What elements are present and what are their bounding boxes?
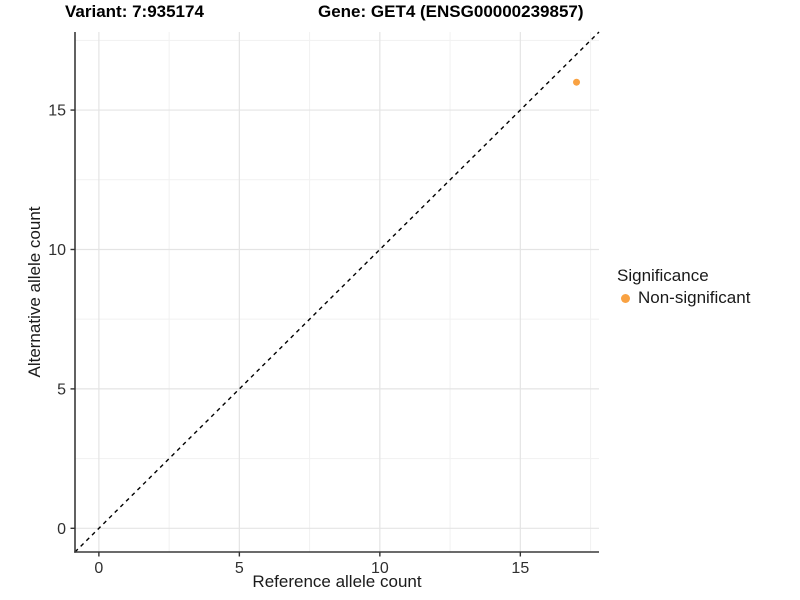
y-tick-label: 0 — [57, 521, 66, 538]
identity-line — [74, 31, 600, 553]
x-axis-label: Reference allele count — [252, 572, 422, 591]
legend: Significance Non-significant — [617, 266, 750, 308]
y-tick-label: 5 — [57, 381, 66, 398]
legend-title: Significance — [617, 266, 709, 285]
legend-item-label: Non-significant — [638, 288, 751, 307]
gene-title: Gene: GET4 (ENSG00000239857) — [318, 2, 584, 21]
legend-item: Non-significant — [617, 288, 750, 308]
x-tick-label: 5 — [235, 560, 244, 577]
legend-point-icon — [621, 293, 630, 303]
x-tick-label: 0 — [94, 560, 103, 577]
x-tick-label: 15 — [511, 560, 529, 577]
data-point — [573, 78, 581, 86]
y-tick-label: 15 — [48, 103, 66, 120]
x-tick-label: 10 — [371, 560, 389, 577]
variant-title: Variant: 7:935174 — [65, 2, 204, 21]
y-tick-label: 10 — [48, 242, 66, 259]
y-axis-label: Alternative allele count — [25, 206, 44, 378]
